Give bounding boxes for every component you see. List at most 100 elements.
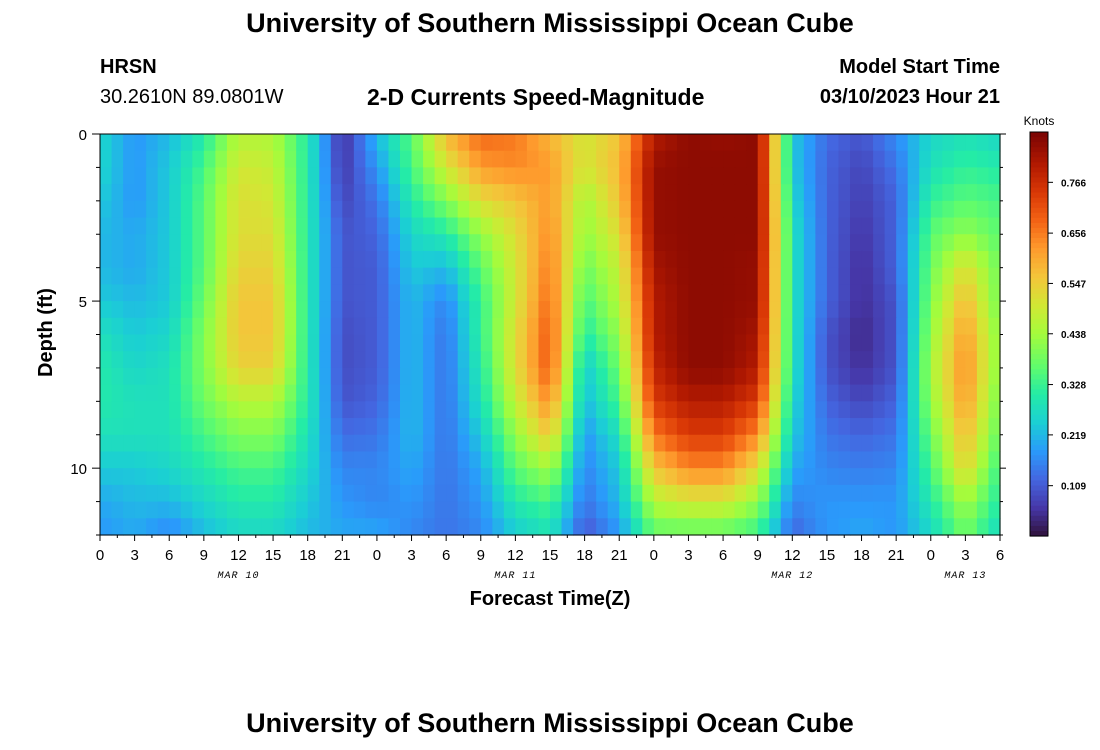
heatmap-cell xyxy=(503,434,516,453)
heatmap-cell xyxy=(284,451,297,469)
heatmap-cell xyxy=(307,367,320,386)
heatmap-cell xyxy=(134,418,147,436)
heatmap-cell xyxy=(273,301,286,319)
heatmap-cell xyxy=(492,384,505,402)
heatmap-cell xyxy=(400,384,413,402)
heatmap-cell xyxy=(896,284,909,302)
heatmap-cell xyxy=(850,484,863,503)
heatmap-cell xyxy=(942,384,955,402)
heatmap-cell xyxy=(653,150,666,169)
heatmap-cell xyxy=(907,284,920,302)
heatmap-cell xyxy=(330,418,343,436)
heatmap-cell xyxy=(792,184,805,202)
heatmap-cell xyxy=(261,217,274,235)
heatmap-cell xyxy=(688,434,701,453)
heatmap-cell xyxy=(965,150,978,169)
heatmap-cell xyxy=(642,317,655,336)
heatmap-cell xyxy=(584,484,597,503)
heatmap-cell xyxy=(100,384,113,402)
heatmap-cell xyxy=(365,518,378,536)
heatmap-cell xyxy=(676,468,690,486)
heatmap-cell xyxy=(607,234,620,252)
colorbar-step xyxy=(1030,328,1048,335)
heatmap-cell xyxy=(250,167,263,185)
colorbar-tick-label: 0.656 xyxy=(1061,229,1086,240)
heatmap-cell xyxy=(676,134,690,152)
heatmap-cell xyxy=(203,351,216,369)
x-tick-label: 21 xyxy=(334,547,351,564)
heatmap-cell xyxy=(838,468,851,486)
heatmap-cell xyxy=(411,150,424,169)
heatmap-cell xyxy=(907,250,920,269)
heatmap-cell xyxy=(123,150,136,169)
heatmap-cell xyxy=(342,518,355,536)
heatmap-cell xyxy=(596,451,609,469)
heatmap-cell xyxy=(965,468,978,486)
heatmap-cell xyxy=(861,351,874,369)
colorbar-step xyxy=(1030,293,1048,300)
heatmap-cell xyxy=(884,518,897,536)
heatmap-cell xyxy=(215,217,228,235)
heatmap-cell xyxy=(169,250,182,269)
heatmap-cell xyxy=(953,317,966,336)
heatmap-cell xyxy=(769,451,782,469)
heatmap-cell xyxy=(596,401,609,419)
heatmap-cell xyxy=(573,301,586,319)
heatmap-cell xyxy=(630,217,643,235)
heatmap-cell xyxy=(953,434,966,453)
heatmap-cell xyxy=(815,484,828,503)
heatmap-cell xyxy=(446,217,459,235)
heatmap-cell xyxy=(700,234,713,252)
heatmap-cell xyxy=(930,468,943,486)
heatmap-cell xyxy=(700,501,713,519)
heatmap-cell xyxy=(780,200,793,219)
heatmap-cell xyxy=(734,418,747,436)
heatmap-cell xyxy=(100,284,113,302)
heatmap-cell xyxy=(503,367,516,386)
heatmap-cell xyxy=(723,334,736,352)
heatmap-cell xyxy=(884,167,897,185)
heatmap-cell xyxy=(111,351,124,369)
heatmap-cell xyxy=(480,434,493,453)
heatmap-cell xyxy=(238,217,251,235)
heatmap-cell xyxy=(711,351,724,369)
heatmap-cell xyxy=(411,301,424,319)
heatmap-cell xyxy=(988,418,1001,436)
heatmap-cell xyxy=(919,284,932,302)
heatmap-cell xyxy=(192,367,205,386)
heatmap-cell xyxy=(226,334,240,352)
heatmap-cell xyxy=(261,317,274,336)
heatmap-cell xyxy=(930,301,943,319)
heatmap-cell xyxy=(861,501,874,519)
heatmap-cell xyxy=(711,468,724,486)
heatmap-cell xyxy=(238,367,251,386)
colorbar-step xyxy=(1030,429,1048,436)
heatmap-cell xyxy=(319,334,332,352)
heatmap-cell xyxy=(780,250,793,269)
heatmap-cell xyxy=(930,150,943,169)
heatmap-cell xyxy=(215,401,228,419)
heatmap-cell xyxy=(538,518,551,536)
heatmap-cell xyxy=(423,468,436,486)
heatmap-cell xyxy=(146,284,159,302)
heatmap-cell xyxy=(792,384,805,402)
heatmap-cell xyxy=(700,384,713,402)
colorbar-step xyxy=(1030,379,1048,386)
heatmap-cell xyxy=(492,351,505,369)
heatmap-cell xyxy=(561,418,574,436)
heatmap-cell xyxy=(538,217,551,235)
heatmap-cell xyxy=(192,267,205,285)
heatmap-cell xyxy=(803,284,816,302)
heatmap-cell xyxy=(353,250,366,269)
heatmap-cell xyxy=(100,250,113,269)
heatmap-cell xyxy=(642,200,655,219)
heatmap-cell xyxy=(111,301,124,319)
heatmap-cell xyxy=(561,234,574,252)
heatmap-cell xyxy=(826,518,840,536)
heatmap-cell xyxy=(526,334,540,352)
heatmap-cell xyxy=(919,468,932,486)
heatmap-cell xyxy=(838,234,851,252)
heatmap-cell xyxy=(746,150,759,169)
heatmap-cell xyxy=(157,284,170,302)
heatmap-cell xyxy=(111,150,124,169)
